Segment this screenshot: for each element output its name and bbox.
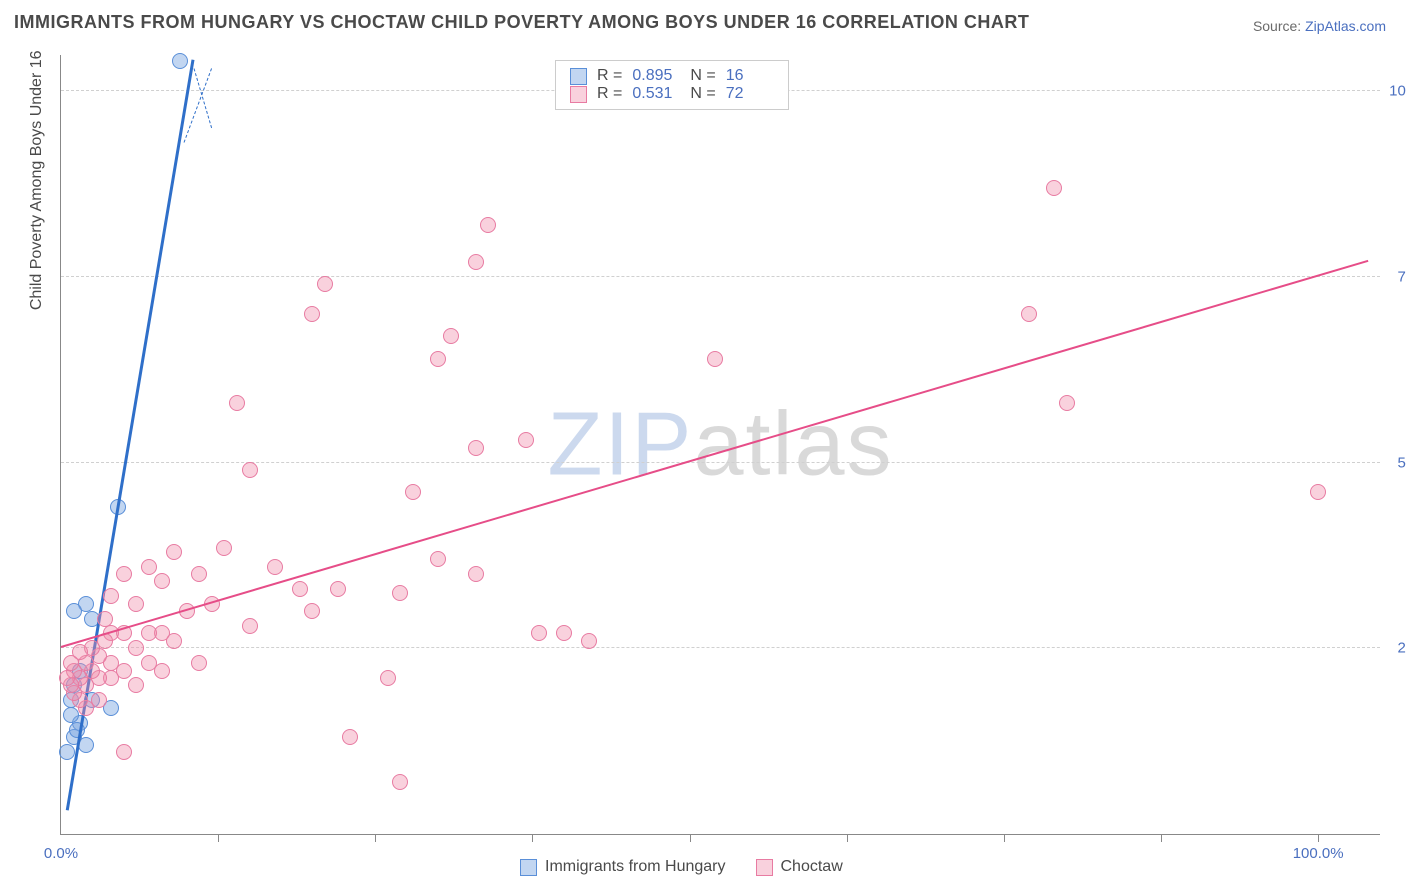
data-point	[66, 603, 82, 619]
x-tick	[690, 834, 691, 842]
data-point	[78, 737, 94, 753]
data-point	[430, 351, 446, 367]
data-point	[63, 707, 79, 723]
data-point	[191, 655, 207, 671]
x-tick	[532, 834, 533, 842]
x-tick-label: 0.0%	[44, 845, 78, 862]
x-tick	[218, 834, 219, 842]
data-point	[103, 588, 119, 604]
legend-swatch	[520, 859, 537, 876]
watermark: ZIPatlas	[547, 393, 893, 496]
watermark-part1: ZIP	[547, 394, 693, 494]
data-point	[468, 440, 484, 456]
legend-swatch	[756, 859, 773, 876]
data-point	[97, 611, 113, 627]
stat-value-n: 72	[726, 85, 774, 103]
data-point	[405, 484, 421, 500]
stat-label-r: R =	[597, 85, 622, 103]
legend-item: Immigrants from Hungary	[520, 858, 726, 876]
data-point	[63, 655, 79, 671]
data-point	[141, 655, 157, 671]
stats-row: R = 0.895 N = 16	[570, 67, 774, 85]
stat-label-n: N =	[690, 85, 715, 103]
data-point	[116, 566, 132, 582]
data-point	[216, 540, 232, 556]
legend-swatch	[570, 68, 587, 85]
x-tick-label: 100.0%	[1293, 845, 1344, 862]
data-point	[380, 670, 396, 686]
source-attribution: Source: ZipAtlas.com	[1253, 18, 1386, 34]
data-point	[468, 254, 484, 270]
data-point	[128, 677, 144, 693]
stat-label-r: R =	[597, 67, 622, 85]
x-tick	[375, 834, 376, 842]
data-point	[242, 618, 258, 634]
y-tick-label: 25.0%	[1385, 640, 1406, 657]
data-point	[556, 625, 572, 641]
data-point	[581, 633, 597, 649]
data-point	[304, 603, 320, 619]
x-tick	[1161, 834, 1162, 842]
data-point	[242, 462, 258, 478]
whisker-line	[194, 68, 213, 128]
data-point	[317, 276, 333, 292]
data-point	[443, 328, 459, 344]
x-tick	[847, 834, 848, 842]
legend-label: Immigrants from Hungary	[545, 858, 726, 876]
data-point	[518, 432, 534, 448]
y-tick-label: 75.0%	[1385, 268, 1406, 285]
source-link[interactable]: ZipAtlas.com	[1305, 18, 1386, 34]
data-point	[59, 744, 75, 760]
series-legend: Immigrants from Hungary Choctaw	[520, 858, 843, 876]
data-point	[141, 625, 157, 641]
gridline	[61, 462, 1380, 463]
legend-label: Choctaw	[781, 858, 843, 876]
y-tick-label: 100.0%	[1385, 83, 1406, 100]
stat-value-r: 0.895	[632, 67, 680, 85]
scatter-plot-area: ZIPatlas 25.0%50.0%75.0%100.0%0.0%100.0%	[60, 55, 1380, 835]
data-point	[229, 395, 245, 411]
x-tick	[1318, 834, 1319, 842]
data-point	[1021, 306, 1037, 322]
data-point	[1059, 395, 1075, 411]
data-point	[191, 566, 207, 582]
stat-value-n: 16	[726, 67, 774, 85]
data-point	[707, 351, 723, 367]
data-point	[166, 544, 182, 560]
data-point	[59, 670, 75, 686]
correlation-stats-box: R = 0.895 N = 16 R = 0.531 N = 72	[555, 60, 789, 110]
trend-line	[61, 260, 1369, 648]
data-point	[128, 640, 144, 656]
y-tick-label: 50.0%	[1385, 454, 1406, 471]
stats-row: R = 0.531 N = 72	[570, 85, 774, 103]
x-tick	[1004, 834, 1005, 842]
data-point	[392, 585, 408, 601]
data-point	[1310, 484, 1326, 500]
y-axis-title: Child Poverty Among Boys Under 16	[28, 50, 46, 310]
stat-value-r: 0.531	[632, 85, 680, 103]
data-point	[480, 217, 496, 233]
gridline	[61, 647, 1380, 648]
data-point	[292, 581, 308, 597]
data-point	[304, 306, 320, 322]
gridline	[61, 276, 1380, 277]
legend-item: Choctaw	[756, 858, 843, 876]
source-prefix: Source:	[1253, 18, 1305, 34]
data-point	[267, 559, 283, 575]
data-point	[430, 551, 446, 567]
data-point	[342, 729, 358, 745]
data-point	[172, 53, 188, 69]
legend-swatch	[570, 86, 587, 103]
data-point	[141, 559, 157, 575]
data-point	[330, 581, 346, 597]
chart-title: IMMIGRANTS FROM HUNGARY VS CHOCTAW CHILD…	[14, 12, 1029, 33]
data-point	[392, 774, 408, 790]
data-point	[116, 744, 132, 760]
data-point	[1046, 180, 1062, 196]
data-point	[128, 596, 144, 612]
data-point	[531, 625, 547, 641]
data-point	[468, 566, 484, 582]
data-point	[154, 573, 170, 589]
stat-label-n: N =	[690, 67, 715, 85]
